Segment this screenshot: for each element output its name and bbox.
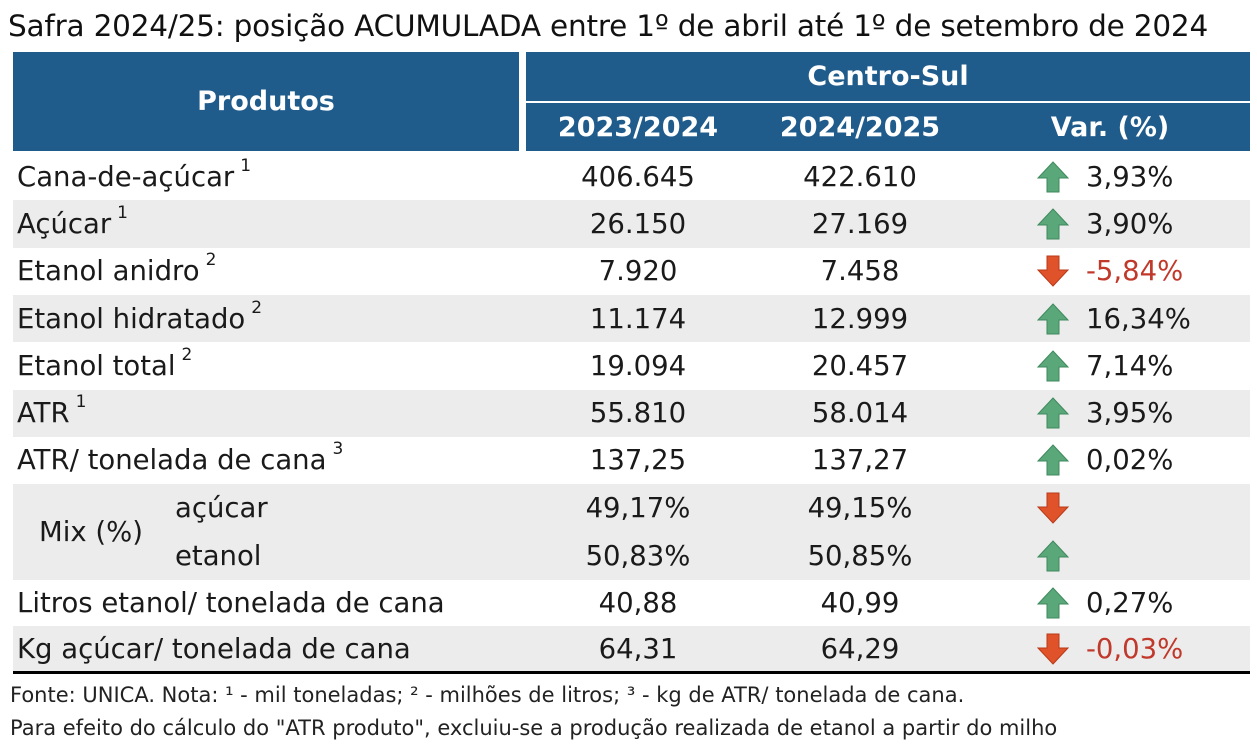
variation-value: 16,34% <box>1086 302 1191 335</box>
value-2024: 422.610 <box>803 160 917 193</box>
page-title: Safra 2024/25: posição ACUMULADA entre 1… <box>8 9 1209 43</box>
row-label-text: Etanol total <box>17 349 176 382</box>
row-label-text: Litros etanol/ tonelada de cana <box>17 587 445 619</box>
arrow-up-icon <box>1036 302 1070 336</box>
value-2024: 40,99 <box>820 587 900 619</box>
value-2024: 137,27 <box>811 444 909 477</box>
value-2023: 64,31 <box>598 633 678 665</box>
variation-value: 0,27% <box>1086 587 1174 619</box>
table-bottom-border <box>13 671 1250 674</box>
mix-acucar-label: açúcar <box>175 492 268 524</box>
row-label-text: Cana-de-açúcar <box>17 160 235 193</box>
header-col-2024: 2024/2025 <box>750 103 970 151</box>
arrow-up-icon <box>1036 443 1070 477</box>
arrow-up-icon <box>1036 349 1070 383</box>
row-label-text: Kg açúcar/ tonelada de cana <box>17 633 411 665</box>
footnote-marker: 2 <box>251 297 263 318</box>
header-var: Var. (%) <box>970 103 1250 151</box>
row-label: Litros etanol/ tonelada de cana <box>17 580 445 626</box>
header-col-2023: 2023/2024 <box>526 103 750 151</box>
arrow-down-icon <box>1036 632 1070 666</box>
table-row: Etanol hidratado 2 11.174 12.999 16,34% <box>13 294 1250 343</box>
value-2023: 40,88 <box>598 587 678 619</box>
value-2024: 58.014 <box>811 397 909 430</box>
row-label: ATR/ tonelada de cana 3 <box>17 437 343 484</box>
mix-acucar-2023: 49,17% <box>585 492 691 524</box>
arrow-up-icon <box>1036 586 1070 620</box>
row-label: Açúcar 1 <box>17 200 128 247</box>
arrow-up-icon <box>1036 160 1070 194</box>
footnote-marker: 2 <box>181 344 193 365</box>
value-2024: 20.457 <box>811 349 909 382</box>
value-2023: 406.645 <box>581 160 695 193</box>
arrow-up-icon <box>1036 207 1070 241</box>
row-label: ATR 1 <box>17 390 86 437</box>
footnote-marker: 1 <box>75 392 87 413</box>
value-2023: 26.150 <box>589 207 687 240</box>
mix-row: Mix (%) açúcar etanol 49,17% 49,15% 50,8… <box>13 484 1250 580</box>
mix-acucar-2024: 49,15% <box>807 492 913 524</box>
footnote-marker: 3 <box>332 439 344 460</box>
variation-value: 3,90% <box>1086 207 1174 240</box>
table-row: Etanol total 2 19.094 20.457 7,14% <box>13 342 1250 389</box>
value-2024: 64,29 <box>820 633 900 665</box>
value-2024: 12.999 <box>811 302 909 335</box>
value-2023: 19.094 <box>589 349 687 382</box>
row-label-text: Etanol anidro <box>17 255 200 288</box>
table-row: Etanol anidro 2 7.920 7.458 -5,84% <box>13 248 1250 295</box>
row-label: Etanol hidratado 2 <box>17 295 262 342</box>
table-row: Litros etanol/ tonelada de cana 40,88 40,9… <box>13 580 1250 626</box>
row-label: Kg açúcar/ tonelada de cana <box>17 626 411 672</box>
value-2023: 7.920 <box>598 255 678 288</box>
header-produtos: Produtos <box>13 52 519 151</box>
table-row: Cana-de-açúcar 1 406.645 422.610 3,93% <box>13 153 1250 200</box>
footnote-atr: Para efeito do cálculo do "ATR produto",… <box>10 716 1058 740</box>
row-label-text: ATR <box>17 397 70 430</box>
value-2023: 137,25 <box>589 444 687 477</box>
row-label: Cana-de-açúcar 1 <box>17 153 251 200</box>
footnote-source: Fonte: UNICA. Nota: ¹ - mil toneladas; ²… <box>10 683 965 707</box>
variation-value: 7,14% <box>1086 349 1174 382</box>
table-row: Kg açúcar/ tonelada de cana 64,31 64,29 -0,… <box>13 626 1250 672</box>
row-label: Etanol total 2 <box>17 342 192 389</box>
arrow-up-icon <box>1036 539 1070 573</box>
value-2024: 7.458 <box>820 255 900 288</box>
arrow-down-icon <box>1036 491 1070 525</box>
value-2023: 55.810 <box>589 397 687 430</box>
variation-value: 3,93% <box>1086 160 1174 193</box>
mix-etanol-2023: 50,83% <box>585 540 691 572</box>
table-row: ATR 1 55.810 58.014 3,95% <box>13 389 1250 437</box>
header-region: Centro-Sul <box>526 52 1250 101</box>
footnote-marker: 1 <box>240 155 252 176</box>
table-row: Açúcar 1 26.150 27.169 3,90% <box>13 200 1250 248</box>
mix-etanol-label: etanol <box>175 540 262 572</box>
mix-label: Mix (%) <box>39 516 143 548</box>
value-2024: 27.169 <box>811 207 909 240</box>
variation-value: 0,02% <box>1086 444 1174 477</box>
footnote-marker: 2 <box>205 250 217 271</box>
mix-etanol-2024: 50,85% <box>807 540 913 572</box>
row-label-text: ATR/ tonelada de cana <box>17 444 327 477</box>
row-label-text: Açúcar <box>17 207 112 240</box>
variation-value: -0,03% <box>1086 633 1184 665</box>
table-row: ATR/ tonelada de cana 3 137,25 137,27 0,02% <box>13 437 1250 484</box>
variation-value: 3,95% <box>1086 397 1174 430</box>
variation-value: -5,84% <box>1086 255 1184 288</box>
row-label: Etanol anidro 2 <box>17 248 216 295</box>
value-2023: 11.174 <box>589 302 687 335</box>
arrow-up-icon <box>1036 396 1070 430</box>
row-label-text: Etanol hidratado <box>17 302 246 335</box>
footnote-marker: 1 <box>117 202 128 223</box>
arrow-down-icon <box>1036 254 1070 288</box>
